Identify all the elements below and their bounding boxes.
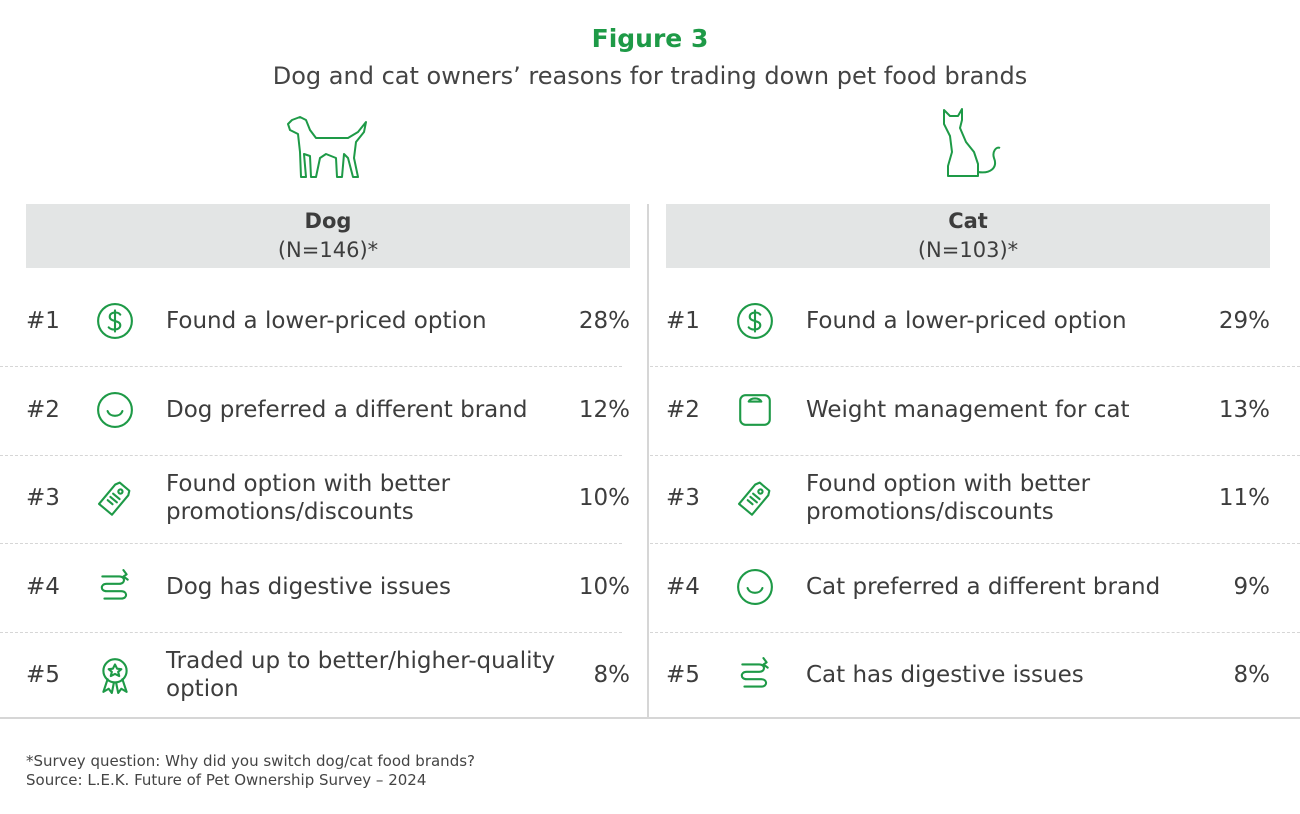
icon-glyph [737, 568, 773, 605]
icon-glyph [102, 658, 128, 694]
reason-text: Traded up to better/higher-quality optio… [166, 648, 556, 702]
rank: #5 [666, 662, 700, 688]
rank: #2 [666, 396, 700, 423]
icon-glyph [740, 657, 769, 688]
figure-title: Dog and cat owners’ reasons for trading … [272, 62, 1028, 90]
rank: #3 [666, 485, 700, 511]
rank: #5 [26, 662, 60, 688]
reason-icon [96, 656, 166, 694]
reason-text: Dog has digestive issues [166, 573, 451, 600]
reason-text: Cat has digestive issues [806, 662, 1084, 688]
row-separator [650, 543, 1300, 544]
row-separator [650, 454, 1300, 456]
column-divider [647, 204, 649, 718]
reason-icon [96, 479, 166, 517]
reason-row: #5 Traded up to better/higher-quality opt… [26, 631, 630, 719]
reason-text: Found option with better promotions/disc… [806, 471, 1091, 525]
reason-text: Found a lower-priced option [166, 308, 487, 334]
icon-glyph [737, 481, 771, 516]
share-value: 29% [1218, 308, 1270, 334]
rank: #1 [666, 308, 700, 334]
share-value: 9% [1233, 573, 1271, 600]
bottom-rule [0, 717, 1300, 719]
rank: #3 [26, 485, 60, 511]
reason-text: Weight management for cat [806, 396, 1130, 423]
share-value: 11% [1218, 485, 1270, 511]
reason-row: #4 Cat preferred a different brand 9% [666, 543, 1270, 631]
reason-row: #1 Found a lower-priced option 28% [26, 277, 630, 365]
panel-sample-size: (N=146)* [277, 238, 379, 262]
row-separator [650, 366, 1300, 367]
reason-row: #4 Dog has digestive issues 10% [26, 543, 630, 631]
rank: #4 [26, 573, 60, 600]
reason-icon [96, 302, 166, 340]
reason-text: Found a lower-priced option [806, 308, 1127, 334]
cat-icon [943, 108, 1001, 177]
reason-row: #3 Found option with better promotions/di… [26, 454, 630, 542]
row-separator [0, 454, 622, 456]
panel-header: Cat (N=103)* [666, 204, 1270, 268]
icon-glyph [97, 303, 133, 339]
share-value: 8% [1233, 662, 1271, 688]
icon-glyph [100, 568, 129, 600]
icon-glyph [97, 481, 131, 516]
rank: #4 [666, 573, 700, 600]
panel-header: Dog (N=146)* [26, 204, 630, 268]
share-value: 10% [578, 485, 630, 511]
share-value: 28% [578, 308, 630, 334]
reason-row: #3 Found option with better promotions/di… [666, 454, 1270, 542]
share-value: 8% [593, 662, 631, 688]
panel-title: Dog [304, 209, 352, 233]
reason-row: #2 Weight management for cat 13% [666, 366, 1270, 454]
icon-glyph [737, 303, 773, 339]
row-separator [0, 631, 622, 633]
reason-icon [736, 479, 806, 517]
share-value: 13% [1218, 396, 1270, 423]
share-value: 12% [578, 396, 630, 423]
reason-icon [736, 391, 806, 429]
row-separator [650, 631, 1300, 633]
panel-sample-size: (N=103)* [917, 238, 1019, 262]
reason-icon [96, 568, 166, 606]
source-note: Source: L.E.K. Future of Pet Ownership S… [26, 771, 427, 789]
rank: #1 [26, 308, 60, 334]
reason-icon [736, 568, 806, 606]
row-separator [0, 543, 622, 544]
reason-row: #5 Cat has digestive issues 8% [666, 631, 1270, 719]
figure-label: Figure 3 [591, 24, 709, 53]
share-value: 10% [578, 573, 630, 600]
icon-glyph [739, 393, 771, 426]
icon-glyph [97, 391, 133, 428]
dog-icon [287, 116, 367, 178]
reason-icon [736, 302, 806, 340]
rank: #2 [26, 396, 60, 423]
panel-title: Cat [948, 209, 988, 233]
row-separator [0, 366, 622, 367]
reason-text: Dog preferred a different brand [166, 396, 528, 423]
reason-text: Found option with better promotions/disc… [166, 471, 451, 525]
footnote: *Survey question: Why did you switch dog… [26, 752, 475, 770]
reason-text: Cat preferred a different brand [806, 573, 1161, 600]
reason-row: #1 Found a lower-priced option 29% [666, 277, 1270, 365]
reason-icon [96, 391, 166, 429]
reason-icon [736, 656, 806, 694]
reason-row: #2 Dog preferred a different brand 12% [26, 366, 630, 454]
